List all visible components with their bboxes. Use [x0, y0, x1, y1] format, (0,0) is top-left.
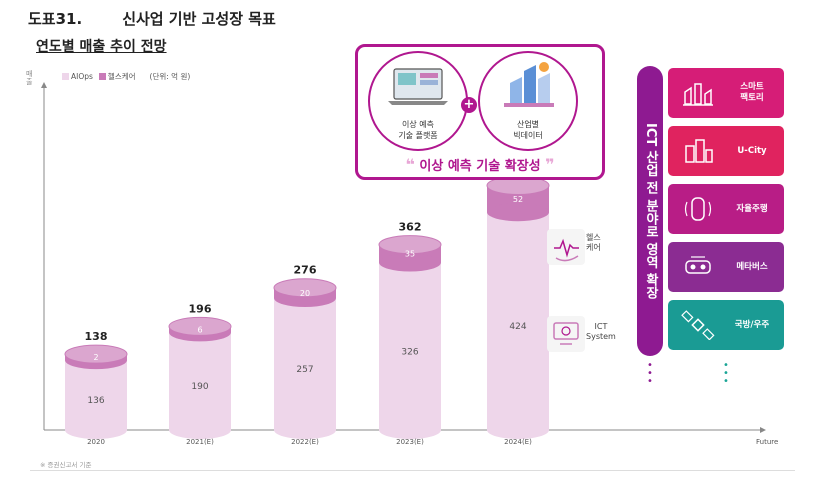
- bar-health-bottom: [487, 203, 549, 222]
- tile-label: 메타버스: [736, 261, 768, 272]
- factory-robot-icon: [676, 73, 720, 113]
- x-tick-label: 2021(E): [186, 438, 214, 446]
- value-label-health: 35: [405, 250, 415, 259]
- value-label-aiops: 257: [296, 365, 313, 375]
- plus-icon: +: [461, 97, 477, 113]
- bar-top-cap: [168, 316, 232, 336]
- side-label-health-line2: 케어: [586, 243, 601, 252]
- x-tick-label: 2024(E): [504, 438, 532, 446]
- bar-aiops: [379, 262, 441, 430]
- close-quote-icon: ❞: [545, 155, 555, 174]
- value-label-aiops: 326: [401, 347, 418, 357]
- callout-box: 이상 예측 기술 플랫폼 + 산업별 빅데이터 ❝ 이상 예측 기술 확장성 ❞: [355, 44, 605, 180]
- open-quote-icon: ❝: [405, 155, 415, 174]
- legend-unit: (단위: 억 원): [149, 72, 191, 81]
- footnote: ※ 증권신고서 기준: [40, 461, 92, 469]
- bigdata-circle: 산업별 빅데이터: [478, 51, 578, 151]
- tile-defense-space: 국방/우주: [668, 300, 784, 350]
- bar-aiops: [169, 332, 231, 430]
- car-icon: [676, 189, 720, 229]
- chart-subtitle: 연도별 매출 추이 전망: [36, 39, 167, 55]
- legend-swatch-aiops: [62, 73, 69, 80]
- legend: AIOps 헬스케어 (단위: 억 원): [62, 71, 190, 82]
- bar-aiops-base: [169, 421, 231, 439]
- tile-label: 국방/우주: [734, 319, 770, 330]
- value-label-health: 6: [197, 325, 202, 334]
- heart-hand-icon: [546, 228, 586, 266]
- side-label-health-line1: 헬스: [586, 233, 601, 242]
- tile-label: 스마트 팩토리: [740, 82, 764, 103]
- x-tick-label: 2022(E): [291, 438, 319, 446]
- expansion-banner: ICT 산업 전 분야로 영역 확장: [637, 66, 663, 356]
- total-label: 138: [85, 330, 108, 343]
- value-label-aiops: 136: [87, 396, 104, 406]
- figure-title: 신사업 기반 고성장 목표: [122, 10, 276, 28]
- bar-top-cap: [378, 235, 442, 255]
- figure-number: 도표31.: [28, 10, 83, 28]
- tile-label: 자율주행: [736, 203, 768, 214]
- bar-aiops-base: [379, 421, 441, 439]
- legend-item-health: 헬스케어: [98, 71, 136, 82]
- tile-metaverse: 메타버스: [668, 242, 784, 292]
- legend-item-aiops: AIOps: [62, 72, 93, 81]
- legend-swatch-health: [98, 73, 106, 80]
- bar-health-bottom: [379, 253, 441, 272]
- y-axis-label: 매출: [26, 70, 33, 86]
- bigdata-caption: 산업별 빅데이터: [513, 120, 543, 140]
- side-label-ict: ICT System: [586, 322, 616, 341]
- tile-autonomous-driving: 자율주행: [668, 184, 784, 234]
- x-tick-label: 2020: [87, 438, 105, 446]
- y-axis-arrow-icon: [41, 82, 47, 88]
- vr-headset-icon: [676, 247, 720, 287]
- value-label-health: 52: [513, 195, 523, 204]
- value-label-health: 20: [300, 289, 310, 298]
- callout-tagline: ❝ 이상 예측 기술 확장성 ❞: [405, 155, 555, 174]
- city-icon: [676, 131, 720, 171]
- bar-aiops: [274, 297, 336, 430]
- bar-aiops-base: [274, 421, 336, 439]
- bar-top-cap: [273, 278, 337, 298]
- bar-aiops-base: [65, 421, 127, 439]
- tile-u-city: U-City: [668, 126, 784, 176]
- total-label: 362: [399, 221, 422, 234]
- tile-label: U-City: [737, 145, 767, 156]
- platform-caption: 이상 예측 기술 플랫폼: [398, 120, 438, 140]
- tile-smart-factory: 스마트 팩토리: [668, 68, 784, 118]
- total-label: 196: [189, 302, 212, 315]
- bottom-rule: [30, 470, 795, 471]
- x-axis-end-label: Future: [756, 438, 778, 446]
- laptop-icon: [388, 68, 448, 105]
- value-label-aiops: 190: [191, 382, 208, 392]
- server-monitor-icon: [546, 315, 586, 353]
- total-label: 276: [294, 264, 317, 277]
- x-axis-arrow-icon: [760, 427, 766, 433]
- value-label-health: 2: [93, 353, 98, 362]
- header: 도표31. 신사업 기반 고성장 목표: [28, 8, 276, 29]
- industry-buildings-icon: [504, 62, 554, 107]
- x-tick-label: 2023(E): [396, 438, 424, 446]
- more-dots-icon: • • •: [647, 360, 653, 387]
- satellite-icon: [676, 305, 720, 345]
- more-dots-icon-2: • • •: [723, 360, 729, 387]
- bar-aiops-base: [487, 421, 549, 439]
- side-label-health: 헬스 케어: [586, 233, 601, 253]
- bar-top-cap: [64, 344, 128, 364]
- platform-circle: 이상 예측 기술 플랫폼: [368, 51, 468, 151]
- bar-aiops: [487, 212, 549, 430]
- bar-aiops: [65, 360, 127, 430]
- value-label-aiops: 424: [509, 322, 526, 332]
